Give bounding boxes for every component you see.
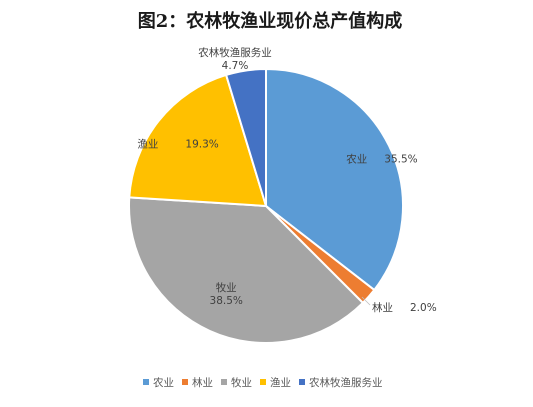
- legend-item-forestry: 林业: [182, 376, 213, 389]
- chart-title: 图2：农林牧渔业现价总产值构成: [138, 10, 403, 32]
- slice-label-name-fishery: 渔业: [137, 138, 158, 150]
- pie-slice-services: [224, 67, 267, 207]
- pie-slices: [128, 67, 404, 344]
- legend-label-agriculture: 农业: [153, 376, 174, 389]
- legend-swatch-services: [299, 379, 305, 385]
- legend-item-services: 农林牧渔服务业: [299, 376, 383, 389]
- slice-label-name-services: 农林牧渔服务业: [198, 46, 272, 59]
- pie-slice-agriculture: [265, 67, 404, 292]
- slice-label-value-agriculture: 35.5%: [384, 154, 417, 166]
- legend-label-animal-husbandry: 牧业: [231, 376, 252, 389]
- legend-item-agriculture: 农业: [143, 376, 174, 389]
- legend-item-fishery: 渔业: [260, 377, 291, 389]
- legend-swatch-agriculture: [143, 379, 149, 385]
- slice-label-name-animal-husbandry: 牧业: [216, 281, 237, 294]
- slice-label-name-forestry: 林业: [372, 301, 393, 314]
- slice-label-value-forestry: 2.0%: [410, 302, 437, 314]
- forestry-leader-line: [361, 296, 371, 306]
- pie-slice-animal-husbandry: [128, 196, 365, 344]
- legend-label-services: 农林牧渔服务业: [309, 376, 383, 389]
- slice-label-value-animal-husbandry: 38.5%: [210, 295, 243, 307]
- pie-slice-fishery: [128, 73, 268, 208]
- legend-label-fishery: 渔业: [270, 377, 291, 389]
- slice-label-value-services: 4.7%: [222, 60, 249, 72]
- slice-label-name-agriculture: 农业: [346, 153, 367, 166]
- legend-label-forestry: 林业: [192, 376, 213, 389]
- legend-swatch-forestry: [182, 379, 188, 385]
- slice-label-value-fishery: 19.3%: [185, 138, 218, 150]
- legend-item-animal-husbandry: 牧业: [221, 376, 252, 389]
- chart-legend: 农业 林业 牧业 渔业 农林牧渔服务业: [143, 376, 383, 389]
- legend-swatch-animal-husbandry: [221, 379, 227, 385]
- legend-swatch-fishery: [260, 379, 266, 385]
